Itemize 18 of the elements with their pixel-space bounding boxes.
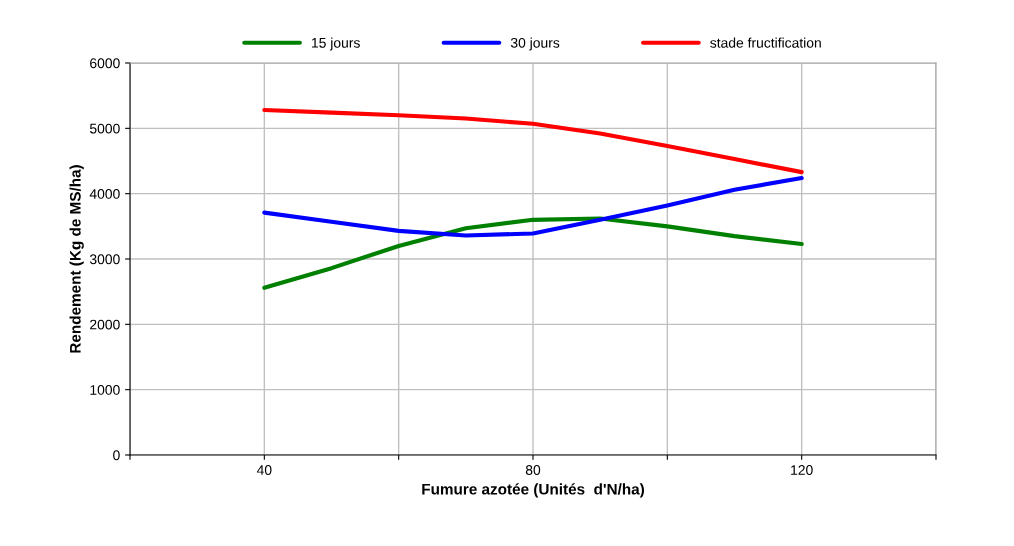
legend-label: 30 jours	[510, 37, 560, 51]
y-tick-label: 5000	[89, 123, 120, 134]
x-axis-title: Fumure azotée (Unités d'N/ha)	[422, 483, 644, 498]
y-axis-title: Rendement (Kg de MS/ha)	[69, 165, 84, 353]
y-tick-label: 1000	[90, 385, 120, 395]
line-series	[262, 107, 804, 175]
legend-label: stade fructification	[710, 37, 821, 48]
y-tick-label: 2000	[90, 319, 120, 330]
x-tick-label: 40	[256, 465, 272, 475]
legend-label: 15 jours	[312, 37, 360, 51]
y-tick-label: 3000	[89, 254, 120, 265]
line-series	[262, 216, 804, 290]
line-series	[262, 175, 804, 238]
y-tick-label: 6000	[90, 58, 120, 69]
x-tick-label: 120	[791, 465, 813, 475]
y-tick-label: 0	[113, 450, 120, 461]
x-tick-label: 80	[525, 465, 541, 475]
y-tick-label: 4000	[89, 189, 120, 199]
